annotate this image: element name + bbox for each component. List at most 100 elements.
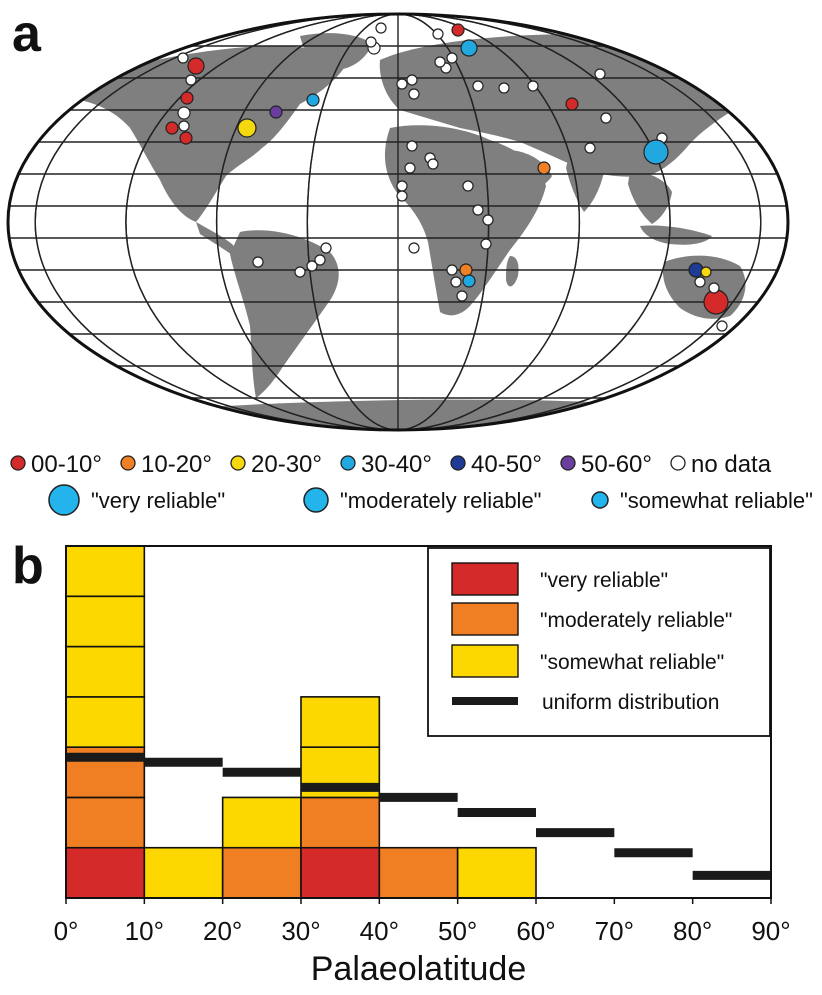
land-madagascar: [506, 256, 519, 287]
site-marker: [700, 266, 712, 278]
x-tick-label: 60°: [516, 916, 555, 946]
site-marker: [320, 242, 332, 254]
site-marker: [314, 254, 326, 266]
x-tick-label: 30°: [281, 916, 320, 946]
site-marker: [180, 91, 194, 105]
bar-segment: [378, 846, 459, 899]
latitude-class-swatch: [10, 455, 26, 471]
x-axis-ticks: 0° 10° 20° 30° 40° 50° 60° 70° 80° 90°: [54, 898, 791, 946]
world-map: [6, 12, 790, 432]
site-marker: [396, 78, 408, 90]
site-marker: [446, 52, 458, 64]
latitude-class-label: 40-50°: [471, 451, 542, 478]
site-marker: [446, 264, 458, 276]
chart-legend: "very reliable" "moderately reliable" "som…: [427, 547, 771, 737]
latitude-class-swatch: [340, 455, 356, 471]
land-africa: [384, 125, 546, 316]
x-tick-label: 40°: [360, 916, 399, 946]
site-marker: [427, 158, 439, 170]
x-tick-label: 70°: [595, 916, 634, 946]
site-marker: [565, 97, 579, 111]
bar-segment: [65, 796, 146, 849]
site-marker: [178, 120, 190, 132]
reliability-size-swatch: [48, 484, 80, 516]
site-marker: [187, 57, 205, 75]
site-marker: [434, 56, 446, 68]
site-marker: [432, 28, 444, 40]
x-tick-label: 0°: [54, 916, 79, 946]
land-south-america: [230, 230, 339, 398]
land-greenland: [300, 33, 372, 70]
site-marker: [462, 180, 474, 192]
bar-segment: [65, 696, 146, 748]
panel-b-letter: b: [12, 537, 44, 595]
site-marker: [396, 190, 408, 202]
plot-frame: [65, 545, 772, 899]
legend-label: "very reliable": [540, 569, 668, 592]
site-marker: [708, 282, 720, 294]
bar-segment: [221, 846, 302, 899]
site-marker: [472, 80, 484, 92]
bar-segment: [300, 696, 381, 748]
site-marker: [408, 242, 420, 254]
site-marker: [365, 36, 377, 48]
x-tick-label: 80°: [673, 916, 712, 946]
x-tick-label: 90°: [751, 916, 790, 946]
latitude-class-swatch: [560, 455, 576, 471]
land-indonesia: [640, 225, 712, 245]
land-north-america: [80, 45, 350, 222]
reliability-size-label: "moderately reliable": [340, 488, 542, 513]
reliability-size-swatch: [591, 491, 609, 509]
meridian-line: [125, 14, 671, 430]
legend-label: uniform distribution: [542, 691, 719, 714]
site-marker: [462, 274, 476, 288]
legend-label: "moderately reliable": [540, 609, 732, 632]
latitude-class-swatch: [120, 455, 136, 471]
reliability-size-swatch: [303, 487, 329, 513]
site-marker: [269, 105, 283, 119]
meridian-line: [34, 14, 762, 430]
site-marker: [460, 39, 478, 57]
panel-a-letter: a: [12, 5, 41, 63]
latitude-class-swatch: [230, 455, 246, 471]
site-markers: [165, 22, 729, 332]
site-marker: [643, 139, 669, 165]
site-marker: [480, 238, 492, 250]
map-legend: 00-10° 10-20° 20-30° 30-40° 40-50° 50-60° no d…: [10, 451, 813, 516]
latitude-class-swatch: [670, 455, 686, 471]
site-marker: [294, 266, 306, 278]
latitude-class-label: 20-30°: [251, 451, 322, 478]
bar-segment: [456, 846, 537, 899]
x-tick-label: 50°: [438, 916, 477, 946]
site-marker: [177, 52, 189, 64]
site-marker: [404, 162, 416, 174]
x-axis-label: Palaeolatitude: [311, 950, 527, 988]
bar-segment: [143, 846, 224, 899]
site-marker: [472, 204, 484, 216]
site-marker: [451, 23, 465, 37]
site-marker: [716, 320, 728, 332]
bar-segment: [300, 846, 381, 899]
site-marker: [456, 290, 468, 302]
latitude-class-label: 50-60°: [581, 451, 652, 478]
reliability-size-label: "very reliable": [91, 488, 225, 513]
reliability-size-label: "somewhat reliable": [620, 488, 813, 513]
bar-segment: [65, 545, 146, 598]
site-marker: [375, 22, 387, 34]
legend-label: "somewhat reliable": [540, 651, 724, 674]
latitude-class-label: no data: [691, 451, 772, 478]
map-outline: [6, 12, 790, 432]
latitude-class-swatch: [450, 455, 466, 471]
uniform-distribution-steps: [66, 752, 771, 880]
reliability-size-legend: "very reliable" "moderately reliable" "som…: [48, 484, 813, 516]
bar-stacks: [65, 545, 537, 899]
site-marker: [537, 161, 551, 175]
site-marker: [406, 74, 418, 86]
meridian-line: [215, 14, 581, 430]
legend-swatch: [451, 602, 519, 636]
land-arabia: [506, 150, 552, 191]
bar-segment: [65, 846, 146, 899]
legend-swatch: [451, 644, 519, 678]
bar-segment: [300, 796, 381, 849]
